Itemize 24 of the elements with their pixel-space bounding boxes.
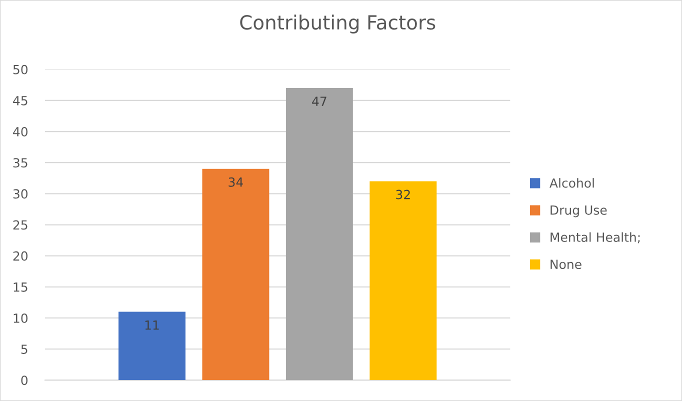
bar (370, 181, 437, 380)
data-label: 11 (145, 320, 159, 330)
y-tick-label: 0 (21, 376, 28, 386)
y-tick-label: 15 (14, 282, 28, 292)
y-tick-label: 35 (13, 158, 28, 168)
y-tick-label: 50 (13, 64, 28, 74)
bar (286, 88, 353, 380)
legend-label: Drug Use (550, 206, 607, 218)
data-label: 34 (228, 177, 243, 187)
y-tick-label: 45 (13, 96, 28, 106)
bar (118, 312, 186, 380)
legend-label: None (550, 260, 582, 270)
legend-label: Mental Health; (550, 232, 640, 244)
y-tick-label: 25 (13, 220, 28, 230)
y-tick-label: 10 (14, 313, 28, 323)
legend-label: Alcohol (550, 178, 594, 188)
y-tick-label: 30 (13, 189, 28, 199)
y-tick-label: 40 (13, 127, 28, 136)
chart-title: Contributing Factors (240, 14, 436, 34)
bar (202, 168, 270, 380)
data-label: 32 (396, 190, 410, 200)
data-label: 47 (312, 96, 326, 106)
y-tick-label: 20 (13, 251, 28, 261)
y-tick-label: 5 (21, 344, 28, 354)
